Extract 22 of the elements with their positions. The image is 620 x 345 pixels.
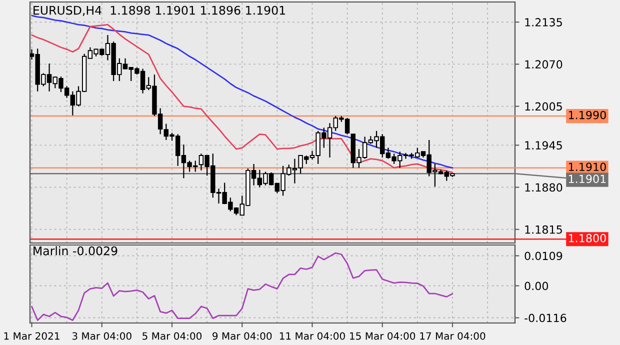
ref-line-label: 1.1800 — [569, 234, 606, 242]
chart-title: Marlin -0.0029 — [34, 246, 118, 256]
x-tick-label: 15 Mar 04:00 — [350, 332, 416, 340]
y-tick-label: -0.0116 — [524, 314, 566, 322]
y-tick-label: 1.1815 — [525, 225, 562, 234]
y-tick-label: 0.00 — [524, 282, 548, 290]
x-tick-label: 5 Mar 04:00 — [142, 332, 202, 340]
x-tick-label: 9 Mar 04:00 — [212, 332, 272, 340]
x-tick-label: 11 Mar 04:00 — [280, 332, 345, 340]
y-tick-label: 1.2070 — [525, 60, 562, 69]
x-tick-label: 3 Mar 04:00 — [72, 332, 132, 340]
y-tick-label: 1.2135 — [525, 18, 562, 26]
x-tick-label: 17 Mar 04:00 — [420, 332, 486, 340]
y-tick-label: 1.1880 — [525, 183, 562, 192]
y-tick-label: 1.1945 — [525, 141, 562, 150]
x-tick-label: 1 Mar 2021 — [4, 332, 60, 340]
y-tick-label: 1.2005 — [525, 102, 562, 111]
y-tick-label: 0.0109 — [524, 252, 562, 260]
ref-line-label: 1.1990 — [569, 110, 606, 120]
chart-title: EURUSD,H4 1.1898 1.1901 1.1896 1.1901 — [34, 6, 285, 16]
ref-line-label: 1.1910 — [569, 162, 606, 172]
ref-line-label: 1.1901 — [569, 174, 606, 184]
